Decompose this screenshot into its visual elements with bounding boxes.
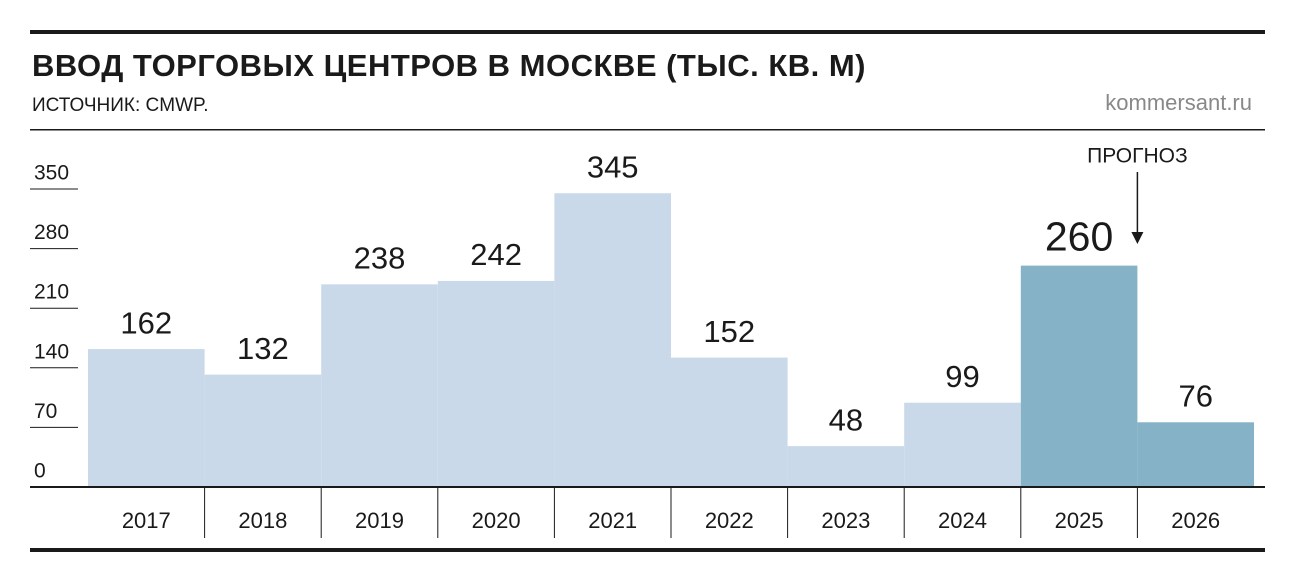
y-tick-label: 350 — [34, 162, 69, 185]
value-label: 242 — [470, 237, 522, 272]
value-label: 152 — [703, 314, 755, 349]
top-rule — [30, 30, 1265, 34]
source-site: kommersant.ru — [1105, 90, 1252, 115]
forecast-annotation: ПРОГНОЗ — [1087, 145, 1188, 168]
value-label: 48 — [829, 402, 863, 437]
y-tick-label: 210 — [34, 281, 69, 304]
bar — [1020, 265, 1138, 487]
subtitle: ИСТОЧНИК: CMWP. — [32, 95, 209, 116]
bottom-rule — [30, 548, 1265, 552]
value-label: 99 — [945, 359, 979, 394]
x-tick-label: 2026 — [1171, 508, 1220, 533]
bar — [1137, 422, 1254, 487]
bar — [204, 374, 322, 487]
x-tick-label: 2020 — [472, 508, 521, 533]
y-tick-label: 70 — [34, 400, 57, 423]
value-label: 345 — [587, 149, 639, 184]
x-tick-label: 2021 — [588, 508, 637, 533]
y-tick-label: 280 — [34, 221, 69, 244]
x-tick-label: 2024 — [938, 508, 987, 533]
value-label: 238 — [354, 241, 406, 276]
bar — [554, 193, 671, 487]
y-tick-label: 140 — [34, 340, 69, 363]
bar — [88, 349, 205, 487]
forecast-arrowhead — [1131, 232, 1144, 244]
x-tick-label: 2018 — [238, 508, 287, 533]
x-tick-label: 2023 — [821, 508, 870, 533]
value-label: 76 — [1178, 378, 1212, 413]
bar — [321, 284, 438, 487]
value-label: 132 — [237, 331, 289, 366]
bar — [787, 446, 905, 487]
x-tick-label: 2019 — [355, 508, 404, 533]
y-tick-label: 0 — [34, 460, 46, 483]
bar — [671, 357, 788, 487]
value-label: 260 — [1045, 213, 1113, 259]
x-tick-label: 2022 — [705, 508, 754, 533]
bar — [437, 280, 555, 487]
bar — [904, 402, 1021, 487]
chart-title: ВВОД ТОРГОВЫХ ЦЕНТРОВ В МОСКВЕ (ТЫС. КВ.… — [32, 48, 866, 83]
x-tick-label: 2025 — [1055, 508, 1104, 533]
value-label: 162 — [120, 305, 172, 340]
header-rule — [30, 129, 1265, 131]
x-tick-label: 2017 — [122, 508, 171, 533]
